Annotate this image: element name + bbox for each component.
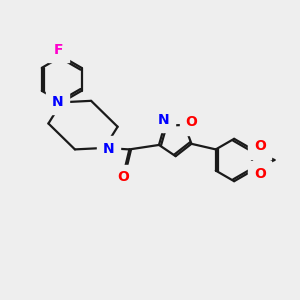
Text: O: O bbox=[254, 167, 266, 181]
Text: N: N bbox=[103, 142, 115, 155]
Text: O: O bbox=[185, 115, 197, 129]
Text: F: F bbox=[54, 43, 64, 57]
Text: N: N bbox=[51, 95, 63, 109]
Text: O: O bbox=[254, 140, 266, 154]
Text: O: O bbox=[118, 170, 129, 184]
Text: N: N bbox=[158, 113, 170, 127]
